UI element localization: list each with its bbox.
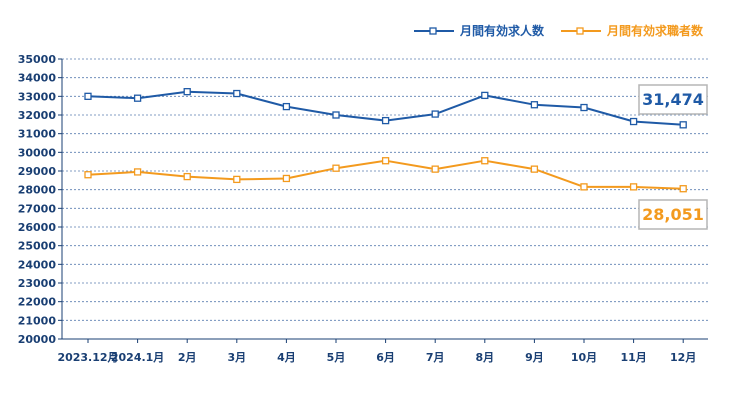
data-point	[183, 172, 191, 181]
x-tick-label: 7月	[426, 351, 445, 364]
data-point	[629, 117, 638, 126]
x-tick-label: 10月	[571, 351, 597, 364]
y-tick-label: 24000	[18, 258, 57, 271]
x-tick-label: 8月	[475, 351, 494, 364]
series-lines	[84, 88, 687, 193]
plot-background	[62, 59, 708, 339]
data-point	[679, 185, 687, 193]
data-point	[530, 101, 539, 109]
legend-marker	[576, 27, 584, 35]
x-tick-label: 9月	[525, 351, 544, 364]
data-point	[481, 157, 489, 165]
y-tick-label: 34000	[18, 72, 57, 85]
y-tick-label: 33000	[18, 90, 57, 103]
legend: 月間有効求人数 月間有効求職者数	[414, 23, 704, 38]
data-point	[133, 94, 142, 102]
data-point	[481, 91, 489, 100]
x-tick-label: 4月	[277, 351, 296, 364]
legend-label: 月間有効求人数	[459, 23, 545, 38]
y-tick-label: 31000	[18, 128, 57, 141]
callouts: 31,474 28,051	[638, 84, 708, 230]
x-tick-label: 11月	[620, 351, 646, 364]
data-point	[183, 88, 191, 96]
y-tick-label: 23000	[18, 277, 57, 290]
callout-value: 28,051	[642, 205, 704, 224]
y-tick-label: 21000	[18, 314, 57, 327]
y-tick-label: 20000	[18, 333, 57, 346]
y-tick-label: 32000	[18, 109, 57, 122]
legend-label: 月間有効求職者数	[606, 23, 704, 38]
callout-box	[638, 84, 708, 115]
y-tick-label: 29000	[18, 165, 57, 178]
data-point	[381, 116, 390, 125]
data-point	[332, 111, 340, 119]
y-tick-label: 28000	[18, 184, 57, 197]
x-tick-label: 5月	[327, 351, 346, 364]
y-tick-label: 30000	[18, 146, 57, 159]
data-point	[530, 165, 539, 173]
x-tick-label: 3月	[227, 351, 246, 364]
callout-box	[638, 199, 708, 230]
data-point	[84, 92, 92, 100]
y-tick-label: 27000	[18, 202, 57, 215]
data-point	[580, 183, 588, 191]
data-point	[84, 171, 92, 179]
gridlines	[58, 58, 708, 343]
data-point	[431, 110, 439, 118]
data-point	[233, 89, 241, 98]
data-point	[282, 102, 291, 111]
y-tick-labels: 20000 21000 22000 23000 24000 25000 26000 27000…	[18, 53, 57, 346]
callout-value: 31,474	[642, 90, 704, 109]
data-point	[133, 168, 142, 176]
x-tick-label: 12月	[670, 351, 696, 364]
data-point	[233, 175, 241, 184]
x-tick-label: 6月	[376, 351, 395, 364]
y-tick-label: 25000	[18, 240, 57, 253]
y-tick-label: 22000	[18, 296, 57, 309]
x-tick-label: 2024.1月	[111, 351, 164, 364]
x-tick-label: 2023.12月	[57, 351, 118, 364]
data-point	[431, 165, 439, 173]
legend-marker	[429, 27, 437, 35]
data-point	[580, 103, 588, 112]
data-point	[282, 174, 291, 183]
y-tick-label: 35000	[18, 53, 57, 66]
data-point	[381, 157, 390, 165]
data-point	[679, 121, 687, 129]
y-tick-label: 26000	[18, 221, 57, 234]
data-point	[629, 183, 638, 191]
data-point	[332, 164, 340, 172]
x-tick-label: 2月	[178, 351, 197, 364]
